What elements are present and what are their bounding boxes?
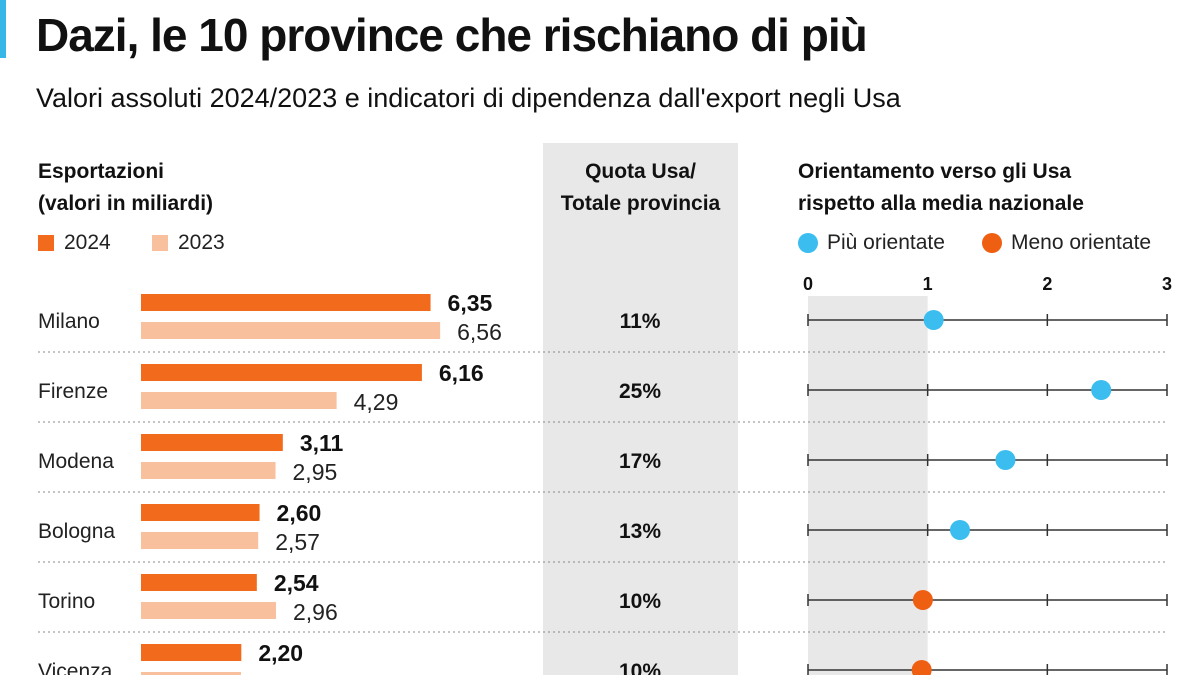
quota-value-torino: 10%: [619, 590, 661, 613]
quota-column-background: [543, 143, 738, 675]
bar-2024-vicenza: [141, 644, 242, 661]
chart-subtitle: Valori assoluti 2024/2023 e indicatori d…: [36, 83, 901, 113]
orientation-header-line2: rispetto alla media nazionale: [798, 192, 1084, 215]
orientation-dot-modena: [995, 450, 1016, 470]
axis-tick-label-1: 1: [923, 274, 933, 294]
quota-value-vicenza: 10%: [619, 660, 661, 675]
bar-2024-modena: [141, 434, 283, 451]
exports-header-line2: (valori in miliardi): [38, 192, 214, 215]
province-label-vicenza: Vicenza: [38, 660, 113, 675]
legend-less-dot: [982, 233, 1002, 253]
orientation-dot-vicenza: [911, 660, 932, 675]
axis-tick-label-3: 3: [1162, 274, 1172, 294]
legend-2024-swatch: [38, 235, 54, 251]
exports-header: Esportazioni (valori in miliardi): [38, 156, 213, 220]
legend-2024-label: 2024: [64, 231, 111, 254]
below-average-band: [808, 296, 928, 675]
bar-2023-milano: [141, 322, 441, 339]
bar-2023-torino: [141, 602, 276, 619]
legend-2023: 2023: [152, 231, 225, 255]
bar-2023-modena: [141, 462, 276, 479]
quota-value-milano: 11%: [620, 310, 661, 333]
quota-value-firenze: 25%: [619, 380, 661, 403]
province-label-torino: Torino: [38, 590, 95, 613]
quota-value-bologna: 13%: [619, 520, 661, 543]
quota-value-modena: 17%: [619, 450, 661, 473]
value-2023-milano: 6,56: [457, 319, 502, 345]
legend-2023-label: 2023: [178, 231, 225, 254]
bar-2023-bologna: [141, 532, 259, 549]
legend-less-oriented: Meno orientate: [982, 231, 1151, 255]
orientation-dot-milano: [923, 310, 944, 330]
exports-header-line1: Esportazioni: [38, 160, 165, 183]
province-label-firenze: Firenze: [38, 380, 108, 403]
value-2024-milano: 6,35: [448, 290, 493, 316]
axis-tick-label-2: 2: [1042, 274, 1052, 294]
orientation-header: Orientamento verso gli Usa rispetto alla…: [798, 156, 1084, 220]
orientation-dot-bologna: [949, 520, 970, 540]
bar-2023-vicenza: [141, 672, 241, 675]
value-2023-modena: 2,95: [293, 459, 338, 485]
bar-2024-milano: [141, 294, 431, 311]
value-2024-torino: 2,54: [274, 570, 319, 596]
orientation-dot-torino: [912, 590, 933, 610]
value-2023-bologna: 2,57: [275, 529, 320, 555]
bar-2023-firenze: [141, 392, 337, 409]
value-2024-bologna: 2,60: [277, 500, 322, 526]
axis-tick-label-0: 0: [803, 274, 813, 294]
chart-title: Dazi, le 10 province che rischiano di pi…: [36, 9, 868, 61]
bar-2024-firenze: [141, 364, 422, 381]
legend-more-dot: [798, 233, 818, 253]
province-label-bologna: Bologna: [38, 520, 115, 543]
legend-less-label: Meno orientate: [1011, 231, 1152, 254]
quota-header: Quota Usa/ Totale provincia: [543, 156, 738, 220]
province-label-milano: Milano: [38, 310, 100, 333]
legend-2024: 2024: [38, 231, 111, 255]
value-2024-vicenza: 2,20: [258, 640, 303, 666]
legend-2023-swatch: [152, 235, 168, 251]
orientation-dot-firenze: [1091, 380, 1112, 400]
bar-2024-bologna: [141, 504, 260, 521]
legend-more-oriented: Più orientate: [798, 231, 945, 255]
value-2024-modena: 3,11: [300, 430, 344, 456]
legend-more-label: Più orientate: [827, 231, 945, 254]
quota-header-line2: Totale provincia: [560, 192, 721, 215]
orientation-header-line1: Orientamento verso gli Usa: [798, 160, 1072, 183]
value-2023-torino: 2,96: [293, 599, 338, 625]
accent-bar: [0, 0, 6, 58]
value-2024-firenze: 6,16: [439, 360, 484, 386]
value-2023-firenze: 4,29: [354, 389, 399, 415]
province-label-modena: Modena: [38, 450, 114, 473]
bar-2024-torino: [141, 574, 257, 591]
quota-header-line1: Quota Usa/: [585, 160, 696, 183]
